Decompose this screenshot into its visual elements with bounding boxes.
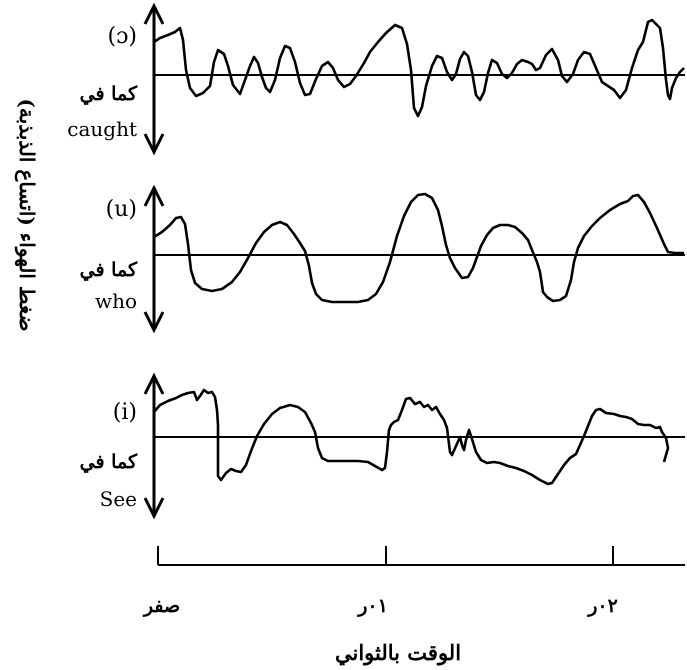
panel-who-symbol: (u): [106, 197, 137, 222]
x-axis-label: الوقت بالثواني: [335, 640, 461, 666]
x-tick-0-01: ٠١ر: [356, 595, 388, 617]
y-axis-label: ضغط الهواء (اتساع الذبذبة): [14, 98, 39, 331]
panel-caught-symbol: (ɔ): [108, 24, 138, 49]
panel-see-amplitude-axis: [143, 372, 165, 520]
time-axis: [157, 546, 685, 566]
panel-caught-as-in: كما في: [80, 83, 138, 106]
panel-see: (i) كما في See: [80, 372, 685, 520]
panel-caught-amplitude-axis: [143, 2, 165, 156]
panel-who-word: who: [95, 289, 137, 313]
panel-see-as-in: كما في: [80, 451, 138, 474]
panel-caught: (ɔ) كما في caught: [67, 2, 685, 156]
panel-who-waveform: [153, 192, 684, 304]
panel-see-symbol: (i): [113, 400, 137, 425]
x-tick-0-02: ٠٢ر: [586, 595, 618, 617]
panel-who-amplitude-axis: [143, 184, 165, 334]
panel-see-waveform: [153, 388, 670, 486]
panel-who: (u) كما في who: [80, 184, 685, 334]
panel-who-as-in: كما في: [80, 259, 138, 282]
x-tick-zero: صفر: [142, 595, 180, 617]
panel-caught-word: caught: [67, 117, 137, 141]
panel-see-word: See: [100, 487, 137, 511]
panel-caught-waveform: [153, 18, 685, 118]
